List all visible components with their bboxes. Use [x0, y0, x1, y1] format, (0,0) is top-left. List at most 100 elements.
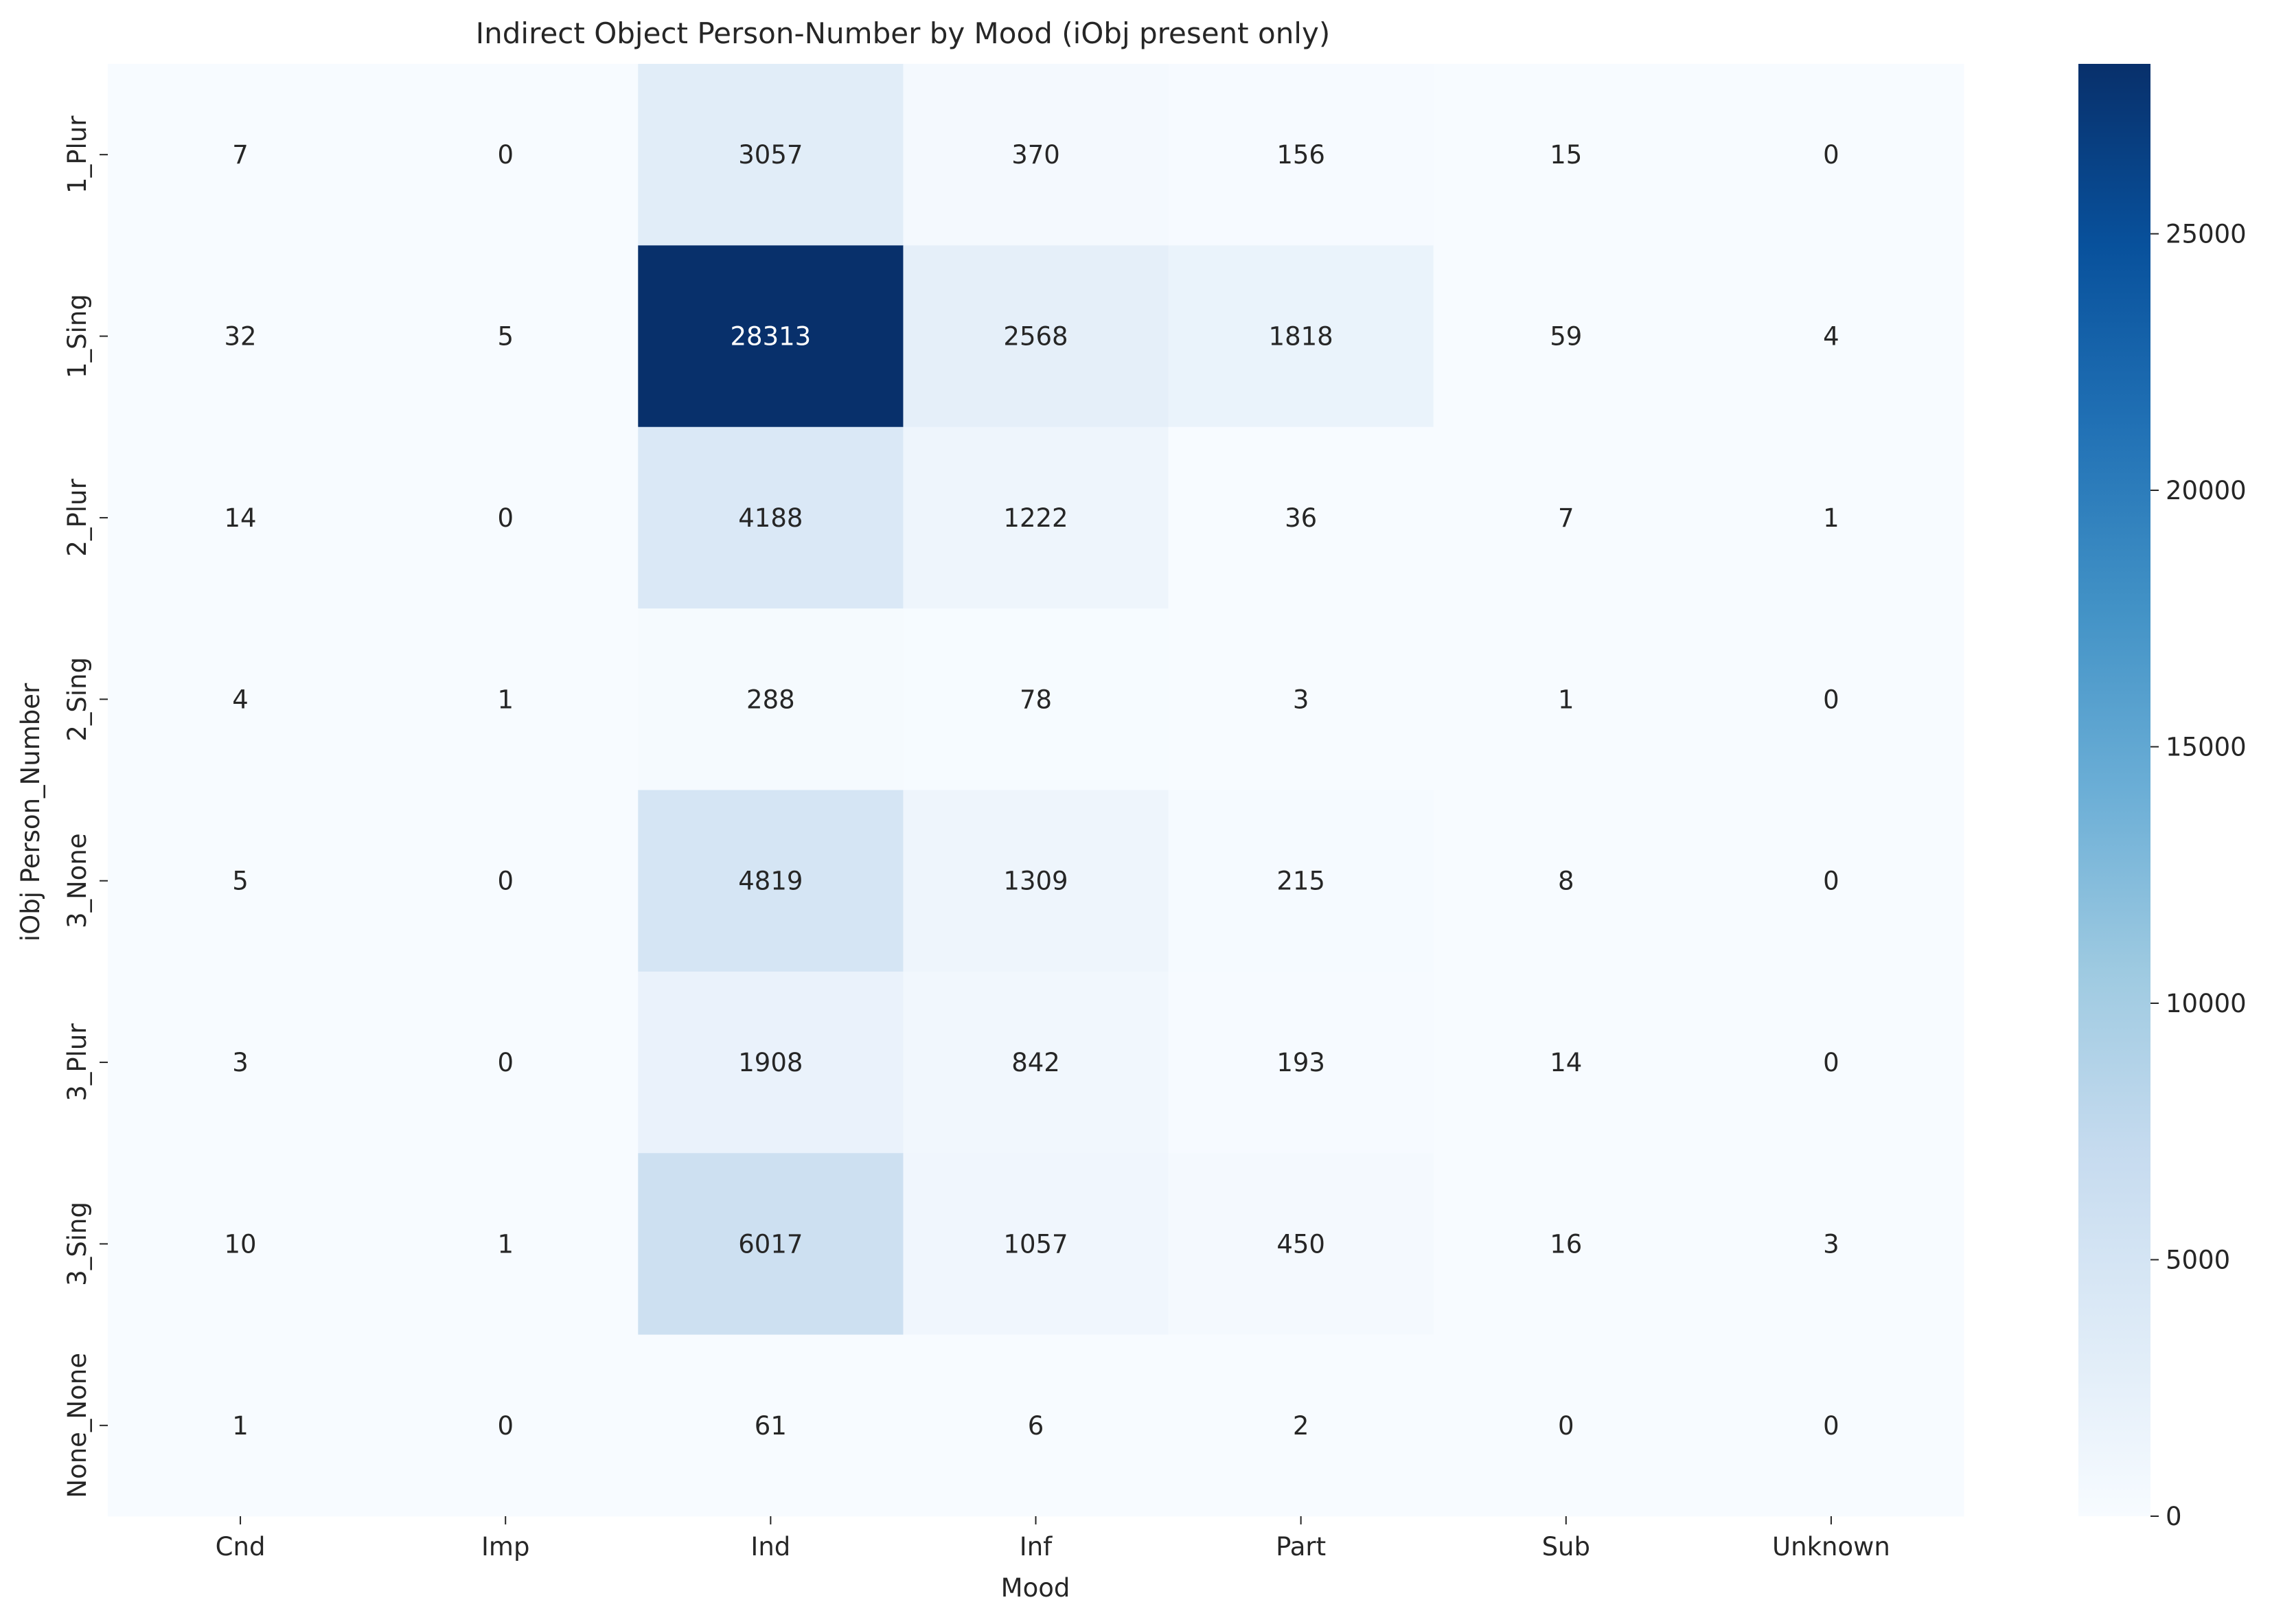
x-axis: Cnd Imp Ind Inf Part Sub Unknown: [216, 1516, 1890, 1562]
cell-value-label: 5: [497, 322, 514, 352]
heatmap-cell: [903, 1153, 1169, 1336]
cell-value-label: 0: [497, 1411, 514, 1441]
y-tick-label: None_None: [62, 1353, 92, 1498]
colorbar-tick-label: 0: [2166, 1502, 2182, 1531]
heatmap-cells: [108, 64, 1964, 1517]
cell-value-label: 0: [1823, 1411, 1839, 1441]
heatmap-cell: [108, 1153, 374, 1336]
heatmap-cell: [1698, 64, 1964, 246]
heatmap-cell: [1168, 1334, 1434, 1517]
colorbar-ticks: 0 5000 10000 15000 20000 25000: [2150, 219, 2247, 1531]
cell-value-label: 193: [1276, 1048, 1325, 1077]
heatmap-cell: [638, 1153, 904, 1336]
heatmap-cell: [903, 608, 1169, 790]
cell-value-label: 78: [1020, 685, 1052, 714]
cell-value-label: 6017: [738, 1229, 803, 1259]
y-tick-label: 1_Plur: [62, 115, 92, 194]
heatmap-cell: [903, 1334, 1169, 1517]
heatmap-cell: [1433, 971, 1699, 1154]
x-axis-label: Mood: [1001, 1573, 1070, 1603]
heatmap-cell: [1168, 1153, 1434, 1336]
cell-value-label: 0: [1558, 1411, 1574, 1441]
cell-value-label: 14: [225, 503, 257, 533]
colorbar-tick-label: 5000: [2166, 1245, 2230, 1274]
heatmap-cell: [903, 64, 1169, 246]
heatmap-cell: [1433, 64, 1699, 246]
colorbar-tick-label: 20000: [2166, 476, 2247, 505]
cell-value-label: 1057: [1003, 1229, 1068, 1259]
heatmap-cell: [1433, 245, 1699, 428]
heatmap-cell: [1433, 608, 1699, 790]
heatmap-cell: [373, 971, 639, 1154]
heatmap-cell: [108, 971, 374, 1154]
cell-value-label: 7: [232, 140, 249, 170]
cell-value-label: 450: [1276, 1229, 1325, 1259]
heatmap-cell: [373, 426, 639, 609]
heatmap-cell: [903, 790, 1169, 972]
heatmap-cell: [1433, 426, 1699, 609]
heatmap-cell: [638, 608, 904, 790]
cell-value-label: 4: [1823, 322, 1839, 352]
cell-value-label: 842: [1011, 1048, 1060, 1077]
chart-title: Indirect Object Person-Number by Mood (i…: [476, 16, 1330, 50]
heatmap-cell: [1698, 245, 1964, 428]
heatmap-cell: [373, 608, 639, 790]
colorbar-tick-label: 25000: [2166, 219, 2247, 249]
heatmap-cell: [1168, 608, 1434, 790]
cell-value-label: 156: [1276, 140, 1325, 170]
heatmap-cell: [108, 426, 374, 609]
y-tick-label: 3_None: [62, 833, 92, 928]
cell-value-label: 1: [497, 1229, 514, 1259]
heatmap-cell: [108, 245, 374, 428]
heatmap-cell: [373, 1334, 639, 1517]
colorbar-tick-label: 15000: [2166, 732, 2247, 762]
heatmap-cell: [373, 245, 639, 428]
heatmap-cell: [903, 971, 1169, 1154]
heatmap-cell: [1433, 1334, 1699, 1517]
y-axis-label: iObj Person_Number: [16, 683, 45, 941]
y-tick-label: 2_Plur: [62, 479, 92, 557]
heatmap-cell: [373, 64, 639, 246]
cell-value-label: 1222: [1003, 503, 1068, 533]
cell-value-label: 6: [1028, 1411, 1044, 1441]
y-tick-label: 1_Sing: [62, 294, 92, 378]
cell-value-label: 288: [746, 685, 795, 714]
cell-value-label: 0: [497, 867, 514, 896]
heatmap-cell: [1698, 790, 1964, 972]
cell-value-label: 36: [1285, 503, 1317, 533]
cell-value-label: 8: [1558, 867, 1574, 896]
cell-value-label: 3057: [738, 140, 803, 170]
heatmap-cell: [638, 64, 904, 246]
heatmap-cell: [638, 971, 904, 1154]
heatmap-cell: [638, 790, 904, 972]
heatmap-cell: [108, 790, 374, 972]
colorbar-tick-label: 10000: [2166, 989, 2247, 1018]
cell-value-label: 1: [232, 1411, 249, 1441]
cell-value-label: 1309: [1003, 867, 1068, 896]
y-tick-label: 3_Plur: [62, 1023, 92, 1101]
x-tick-label: Sub: [1542, 1532, 1590, 1562]
cell-value-label: 1: [1558, 685, 1574, 714]
y-tick-label: 2_Sing: [62, 657, 92, 742]
cell-value-label: 3: [1293, 685, 1309, 714]
cell-value-label: 61: [755, 1411, 787, 1441]
cell-value-label: 32: [225, 322, 257, 352]
cell-value-label: 370: [1011, 140, 1060, 170]
cell-value-label: 15: [1550, 140, 1582, 170]
heatmap-cell: [1698, 1153, 1964, 1336]
x-tick-label: Ind: [750, 1532, 790, 1562]
heatmap-cell: [1433, 1153, 1699, 1336]
heatmap-cell: [373, 1153, 639, 1336]
heatmap-cell: [108, 64, 374, 246]
heatmap-cell: [108, 1334, 374, 1517]
x-tick-label: Imp: [481, 1532, 529, 1562]
cell-value-label: 0: [497, 503, 514, 533]
cell-value-label: 7: [1558, 503, 1574, 533]
cell-value-label: 16: [1550, 1229, 1582, 1259]
cell-value-label: 3: [232, 1048, 249, 1077]
cell-value-label: 59: [1550, 322, 1582, 352]
heatmap-cell: [1433, 790, 1699, 972]
heatmap-cell: [1168, 426, 1434, 609]
heatmap-cell: [1168, 64, 1434, 246]
